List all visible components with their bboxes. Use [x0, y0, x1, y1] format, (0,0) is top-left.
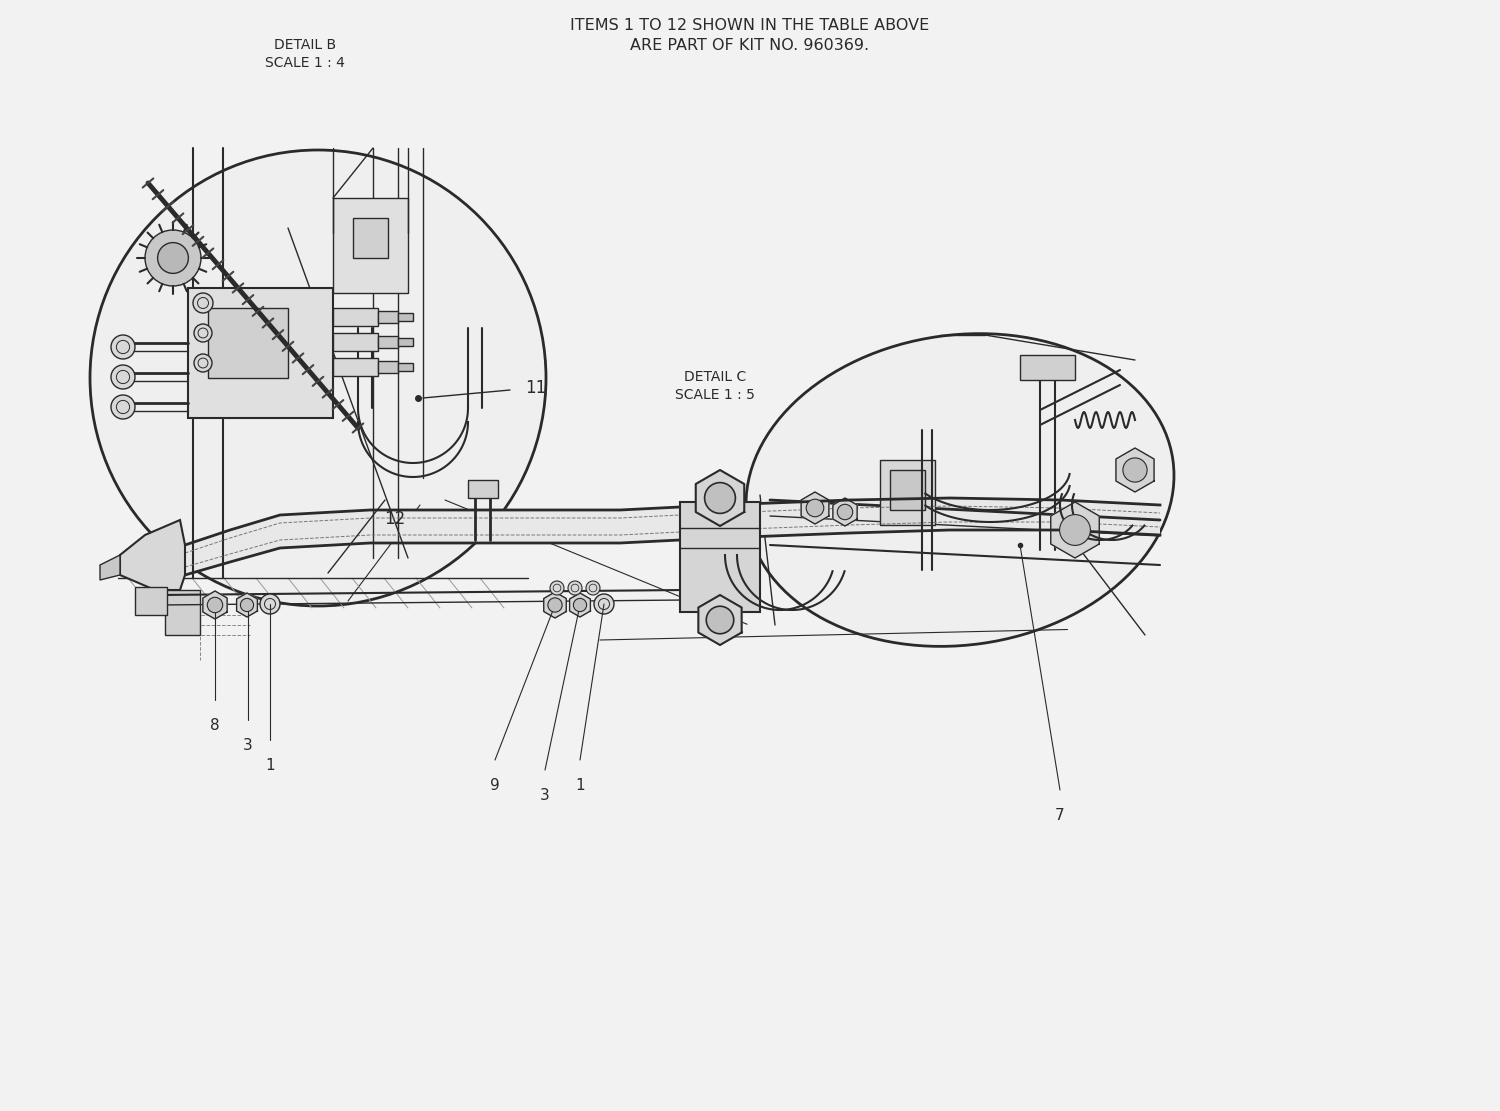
- Circle shape: [1059, 514, 1090, 546]
- Circle shape: [90, 150, 546, 605]
- Circle shape: [146, 230, 201, 286]
- Circle shape: [158, 242, 189, 273]
- Polygon shape: [696, 470, 744, 526]
- Circle shape: [194, 324, 211, 342]
- Bar: [135, 587, 166, 615]
- Bar: [333, 358, 378, 376]
- Polygon shape: [184, 498, 1160, 575]
- Bar: [890, 470, 926, 510]
- Polygon shape: [570, 593, 591, 617]
- Bar: [378, 311, 398, 323]
- Text: 11: 11: [525, 379, 546, 397]
- Text: ARE PART OF KIT NO. 960369.: ARE PART OF KIT NO. 960369.: [630, 38, 870, 53]
- Text: 7: 7: [1054, 808, 1065, 823]
- Circle shape: [111, 396, 135, 419]
- Text: SCALE 1 : 5: SCALE 1 : 5: [675, 388, 754, 402]
- Text: 1: 1: [266, 758, 274, 773]
- Text: DETAIL C: DETAIL C: [684, 370, 746, 384]
- Circle shape: [573, 599, 586, 611]
- Text: 8: 8: [210, 718, 220, 733]
- Circle shape: [806, 499, 824, 517]
- Bar: [398, 338, 412, 346]
- Bar: [680, 502, 760, 612]
- Bar: [1020, 356, 1076, 380]
- Circle shape: [194, 354, 211, 372]
- Polygon shape: [120, 520, 184, 590]
- Bar: [880, 460, 934, 526]
- Circle shape: [705, 482, 735, 513]
- Text: 3: 3: [540, 788, 550, 803]
- Bar: [468, 480, 498, 498]
- Circle shape: [1124, 458, 1148, 482]
- Circle shape: [207, 598, 222, 612]
- Circle shape: [568, 581, 582, 595]
- Circle shape: [706, 607, 734, 633]
- Text: 12: 12: [384, 510, 405, 528]
- Circle shape: [111, 366, 135, 389]
- Polygon shape: [699, 595, 741, 645]
- Bar: [378, 336, 398, 348]
- Bar: [333, 333, 378, 351]
- Bar: [333, 308, 378, 326]
- Text: SCALE 1 : 4: SCALE 1 : 4: [266, 56, 345, 70]
- Polygon shape: [1052, 502, 1100, 558]
- Circle shape: [586, 581, 600, 595]
- Circle shape: [550, 581, 564, 595]
- Polygon shape: [1116, 448, 1154, 492]
- Polygon shape: [237, 593, 258, 617]
- Bar: [209, 308, 288, 378]
- Text: ITEMS 1 TO 12 SHOWN IN THE TABLE ABOVE: ITEMS 1 TO 12 SHOWN IN THE TABLE ABOVE: [570, 18, 930, 33]
- Circle shape: [260, 594, 280, 614]
- Ellipse shape: [746, 333, 1174, 647]
- Circle shape: [594, 594, 613, 614]
- Circle shape: [548, 598, 562, 612]
- Bar: [398, 313, 412, 321]
- Circle shape: [837, 504, 852, 520]
- Circle shape: [111, 336, 135, 359]
- Polygon shape: [801, 492, 830, 524]
- Bar: [165, 590, 200, 635]
- Text: 3: 3: [243, 738, 254, 753]
- Polygon shape: [100, 556, 120, 580]
- Bar: [188, 288, 333, 418]
- Bar: [333, 198, 408, 293]
- Circle shape: [240, 599, 254, 611]
- Bar: [378, 361, 398, 373]
- Polygon shape: [543, 592, 567, 618]
- Bar: [352, 218, 388, 258]
- Text: DETAIL B: DETAIL B: [274, 38, 336, 52]
- Bar: [398, 363, 412, 371]
- Polygon shape: [833, 498, 856, 526]
- Polygon shape: [202, 591, 226, 619]
- Circle shape: [194, 293, 213, 313]
- Text: 1: 1: [574, 778, 585, 793]
- Text: 9: 9: [490, 778, 500, 793]
